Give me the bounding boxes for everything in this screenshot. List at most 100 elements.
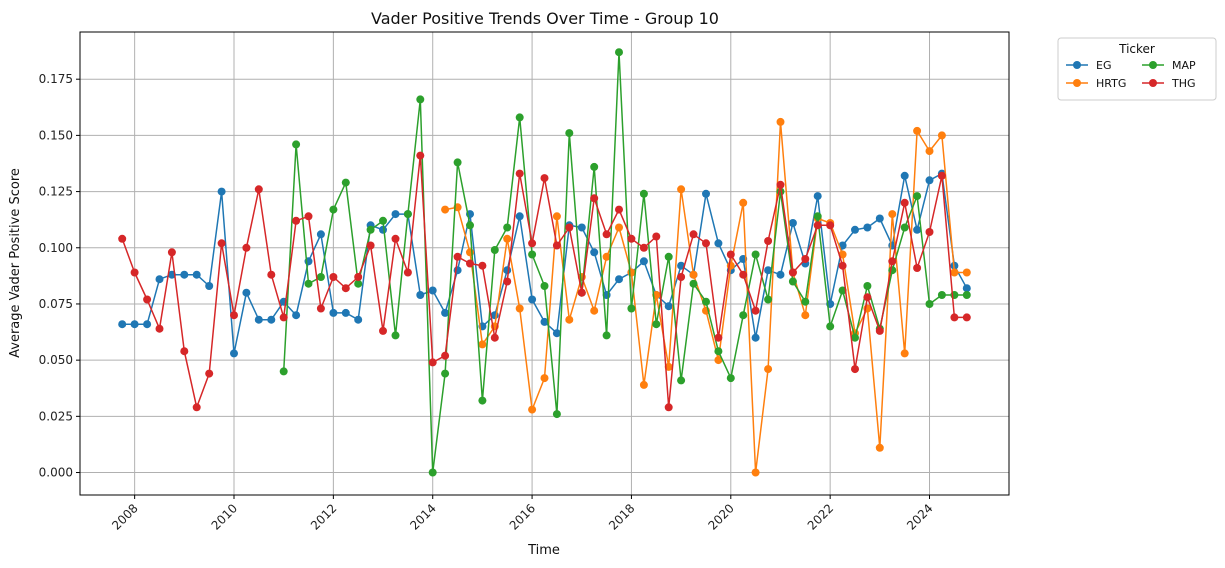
data-point-hrtg bbox=[627, 268, 636, 277]
legend-label: HRTG bbox=[1096, 77, 1126, 90]
y-tick-label: 0.075 bbox=[39, 297, 73, 311]
data-point-thg bbox=[590, 194, 599, 203]
data-point-map bbox=[453, 158, 462, 167]
data-point-thg bbox=[254, 185, 263, 194]
data-point-map bbox=[702, 297, 710, 306]
data-point-eg bbox=[702, 189, 710, 198]
y-tick-label: 0.125 bbox=[39, 185, 73, 199]
data-point-eg bbox=[751, 333, 760, 342]
data-point-hrtg bbox=[900, 349, 909, 358]
data-point-hrtg bbox=[838, 250, 847, 259]
data-point-thg bbox=[316, 304, 325, 313]
data-point-thg bbox=[155, 324, 164, 333]
data-point-eg bbox=[863, 223, 872, 232]
data-point-map bbox=[515, 113, 524, 122]
data-point-map bbox=[925, 300, 934, 308]
data-point-map bbox=[615, 48, 623, 57]
data-point-map bbox=[913, 192, 922, 201]
data-point-eg bbox=[205, 282, 214, 290]
data-point-thg bbox=[950, 313, 959, 322]
data-point-eg bbox=[900, 171, 909, 180]
legend-item-eg: EG bbox=[1066, 59, 1111, 72]
data-point-map bbox=[764, 295, 773, 304]
data-point-thg bbox=[503, 277, 512, 286]
data-point-hrtg bbox=[677, 185, 686, 194]
data-point-eg bbox=[180, 270, 189, 279]
data-point-map bbox=[962, 291, 971, 299]
data-point-thg bbox=[528, 239, 537, 248]
data-point-eg bbox=[428, 286, 437, 295]
data-point-hrtg bbox=[540, 374, 549, 383]
data-point-thg bbox=[838, 261, 847, 270]
data-point-eg bbox=[316, 230, 325, 239]
data-point-thg bbox=[403, 268, 412, 277]
data-point-map bbox=[677, 376, 686, 385]
data-point-map bbox=[627, 304, 636, 313]
x-tick-label: 2018 bbox=[606, 501, 637, 532]
data-point-thg bbox=[888, 257, 897, 266]
data-point-eg bbox=[379, 225, 387, 234]
data-point-hrtg bbox=[639, 380, 648, 389]
data-point-map bbox=[664, 252, 673, 261]
data-point-map bbox=[379, 216, 387, 225]
data-point-map bbox=[863, 282, 872, 290]
data-point-thg bbox=[813, 221, 822, 230]
y-tick-label: 0.150 bbox=[39, 128, 73, 142]
data-point-thg bbox=[602, 230, 611, 239]
data-point-thg bbox=[192, 403, 201, 412]
data-point-map bbox=[565, 129, 574, 138]
x-tick-label: 2024 bbox=[904, 501, 935, 532]
data-point-map bbox=[590, 162, 599, 171]
data-point-map bbox=[428, 468, 437, 477]
data-point-map bbox=[851, 333, 859, 342]
y-tick-label: 0.050 bbox=[39, 353, 73, 367]
data-point-map bbox=[292, 140, 301, 149]
data-point-hrtg bbox=[478, 340, 487, 349]
data-point-hrtg bbox=[515, 304, 524, 313]
series-line-map bbox=[282, 51, 967, 474]
series-map bbox=[279, 48, 971, 477]
data-point-thg bbox=[428, 358, 437, 367]
data-point-thg bbox=[242, 243, 251, 252]
data-point-eg bbox=[813, 192, 822, 201]
data-point-thg bbox=[739, 270, 748, 279]
data-point-hrtg bbox=[441, 205, 450, 214]
data-point-thg bbox=[167, 248, 176, 257]
data-point-thg bbox=[627, 234, 636, 243]
chart-title: Vader Positive Trends Over Time - Group … bbox=[371, 9, 719, 28]
x-axis-label: Time bbox=[527, 543, 560, 558]
data-point-eg bbox=[615, 275, 623, 284]
data-point-map bbox=[341, 178, 350, 187]
data-point-thg bbox=[875, 326, 884, 335]
data-point-eg bbox=[875, 214, 884, 223]
data-point-map bbox=[639, 189, 648, 198]
data-point-map bbox=[391, 331, 400, 340]
data-point-map bbox=[751, 250, 760, 259]
data-point-eg bbox=[577, 223, 586, 232]
data-point-map bbox=[490, 246, 499, 254]
data-point-thg bbox=[205, 369, 214, 378]
data-point-eg bbox=[267, 315, 276, 324]
data-point-hrtg bbox=[801, 311, 810, 320]
data-point-eg bbox=[441, 308, 450, 317]
x-tick-label: 2014 bbox=[407, 501, 438, 532]
y-tick-label: 0.025 bbox=[39, 409, 73, 423]
data-point-eg bbox=[515, 212, 524, 221]
data-point-thg bbox=[788, 268, 797, 277]
data-point-map bbox=[329, 205, 338, 214]
data-point-thg bbox=[925, 228, 934, 236]
data-point-thg bbox=[540, 174, 549, 183]
data-point-thg bbox=[565, 223, 574, 232]
y-axis-label: Average Vader Positive Score bbox=[8, 168, 23, 358]
legend-label: MAP bbox=[1172, 59, 1196, 72]
data-point-thg bbox=[143, 295, 152, 304]
data-point-eg bbox=[329, 308, 338, 317]
data-point-map bbox=[900, 223, 909, 232]
data-point-thg bbox=[677, 273, 686, 281]
data-point-thg bbox=[466, 259, 474, 268]
data-point-eg bbox=[155, 275, 164, 284]
data-point-thg bbox=[441, 351, 450, 360]
data-point-thg bbox=[354, 273, 363, 281]
data-point-thg bbox=[552, 241, 561, 250]
data-point-eg bbox=[130, 320, 139, 329]
